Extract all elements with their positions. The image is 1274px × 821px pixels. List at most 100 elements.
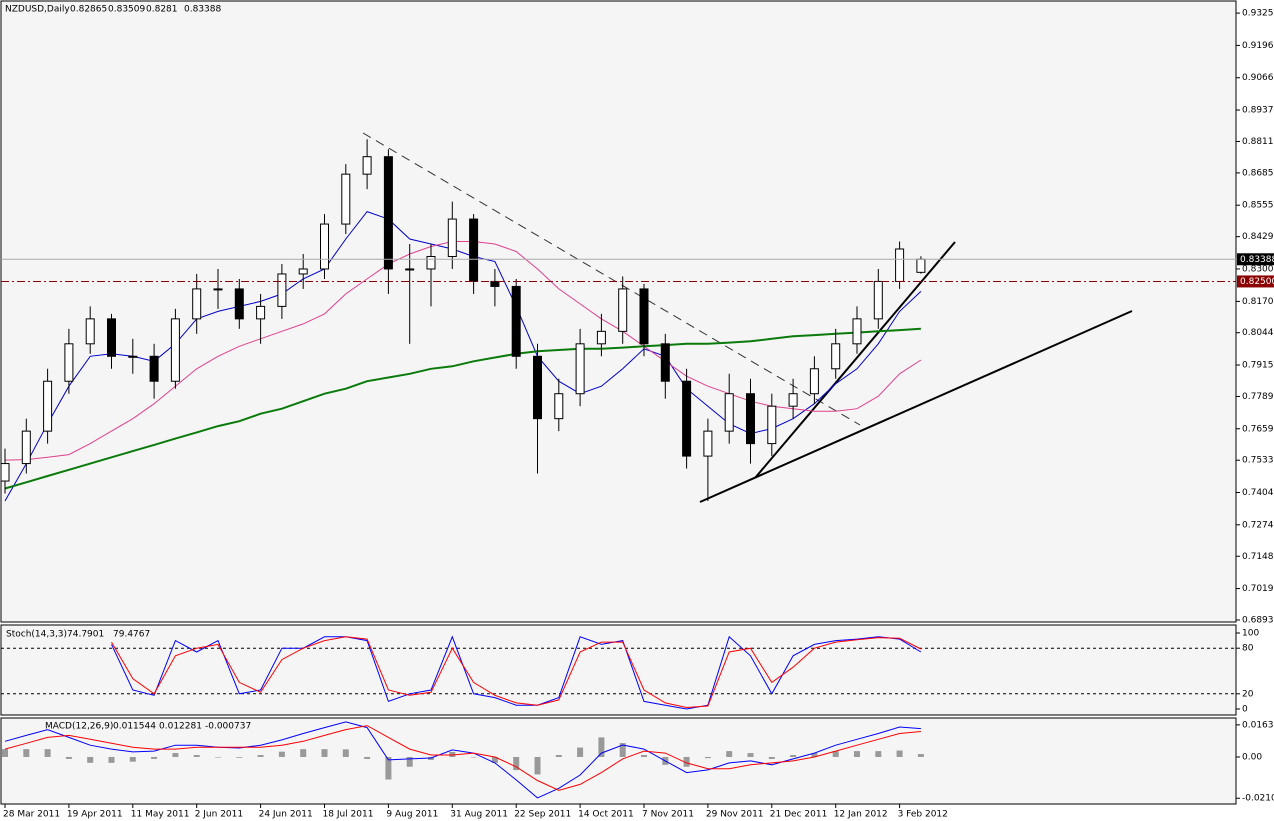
candle-body — [234, 288, 244, 320]
candle-body — [596, 330, 606, 345]
candle-body — [724, 393, 734, 432]
support-line — [699, 310, 1133, 503]
candle-body — [788, 393, 798, 407]
candle-body — [490, 280, 500, 287]
candle-body — [277, 273, 287, 307]
histogram-bar — [790, 755, 797, 757]
candle-body — [767, 405, 777, 445]
histogram-bar — [491, 756, 498, 763]
indicator-reading: 79.4767 — [113, 630, 150, 640]
x-tick-label: 12 Jan 2012 — [834, 810, 888, 820]
candle-body — [192, 288, 202, 320]
histogram-bar — [768, 756, 775, 759]
x-tick-label: 29 Nov 2011 — [706, 810, 764, 820]
y-tick-label: 0.01639 — [1242, 720, 1274, 730]
histogram-bar — [108, 756, 115, 763]
histogram-bar — [854, 751, 860, 757]
level-label: 0.82500 — [1240, 277, 1274, 287]
histogram-bar — [65, 756, 72, 759]
histogram-bar — [278, 751, 285, 757]
y-tick-label: 0.75335 — [1242, 456, 1274, 466]
y-tick-label: 0.90665 — [1242, 73, 1274, 83]
histogram-bar — [2, 749, 8, 757]
candle-body — [426, 255, 436, 270]
histogram-bar — [683, 756, 690, 767]
histogram-bar — [87, 756, 94, 763]
histogram-bar — [236, 756, 243, 758]
level-box — [1237, 275, 1274, 288]
candle-body — [469, 218, 479, 282]
histogram-bar — [44, 749, 51, 757]
candle-body — [298, 268, 308, 275]
y-tick-label: 0.71485 — [1242, 552, 1274, 562]
price-box — [1237, 253, 1274, 266]
y-tick-label: -0.02107 — [1242, 794, 1274, 804]
y-tick-label: 0.00 — [1242, 752, 1262, 762]
indicator-reading: 74.7901 — [67, 630, 104, 640]
current-price-label: 0.83388 — [1240, 255, 1274, 265]
y-tick-label: 0 — [1242, 704, 1248, 714]
stoch-line — [111, 635, 922, 710]
x-tick-label: 24 Jun 2011 — [259, 810, 313, 820]
x-tick-label: 28 Mar 2011 — [3, 810, 60, 820]
histogram-bar — [641, 755, 647, 757]
histogram-bar — [193, 755, 200, 757]
y-tick-label: 0.93255 — [1242, 9, 1274, 19]
candle-body — [43, 380, 53, 432]
candle-body — [213, 288, 223, 291]
stoch-panel — [0, 624, 1237, 716]
indicator-name: Stoch(14,3,3) — [6, 630, 67, 640]
candle-body — [703, 430, 713, 457]
y-tick-label: 0.84295 — [1242, 232, 1274, 242]
candle-body — [128, 355, 138, 358]
candle-body — [511, 285, 521, 357]
candle-body — [362, 156, 372, 175]
histogram-bar — [917, 754, 924, 757]
histogram-bar — [172, 753, 179, 757]
ma-line — [4, 241, 922, 461]
support-line — [754, 241, 956, 479]
ma-line — [4, 327, 921, 490]
histogram-bar — [151, 756, 158, 759]
histogram-bar — [215, 756, 221, 758]
histogram-bar — [832, 751, 839, 757]
y-tick-label: 0.72745 — [1242, 520, 1274, 530]
symbol: NZDUSD,Daily — [5, 5, 70, 15]
x-tick-label: 21 Dec 2011 — [770, 810, 828, 820]
x-tick-label: 18 Jul 2011 — [323, 810, 374, 820]
stoch-line — [111, 636, 922, 709]
candle-body — [852, 318, 862, 345]
candle-body — [895, 248, 905, 282]
histogram-bar — [385, 756, 392, 780]
candle-body — [831, 343, 841, 370]
histogram-bar — [513, 756, 520, 771]
y-tick-label: 0.8937 — [1242, 106, 1274, 116]
candle-body — [809, 368, 819, 395]
indicator-reading: 0.011544 — [113, 722, 156, 732]
y-tick-label: 0.76595 — [1242, 424, 1274, 434]
candle-body — [916, 258, 926, 273]
candle-body — [383, 156, 393, 270]
x-tick-label: 19 Apr 2011 — [67, 810, 123, 820]
candle-body — [639, 288, 649, 345]
histogram-bar — [726, 751, 733, 757]
candle-body — [533, 355, 542, 420]
histogram-bar — [321, 749, 328, 757]
histogram-bar — [555, 755, 562, 757]
candle-body — [341, 173, 351, 225]
histogram-bar — [896, 750, 903, 757]
indicator-name: MACD(12,26,9) — [45, 722, 113, 732]
histogram-bar — [342, 749, 349, 757]
candle-body — [746, 393, 755, 445]
histogram-bar — [23, 749, 30, 757]
candle-body — [682, 380, 692, 457]
candle-body — [256, 305, 266, 320]
histogram-bar — [811, 753, 818, 757]
x-tick-label: 2 Jun 2011 — [195, 810, 243, 820]
candle-body — [0, 463, 10, 482]
